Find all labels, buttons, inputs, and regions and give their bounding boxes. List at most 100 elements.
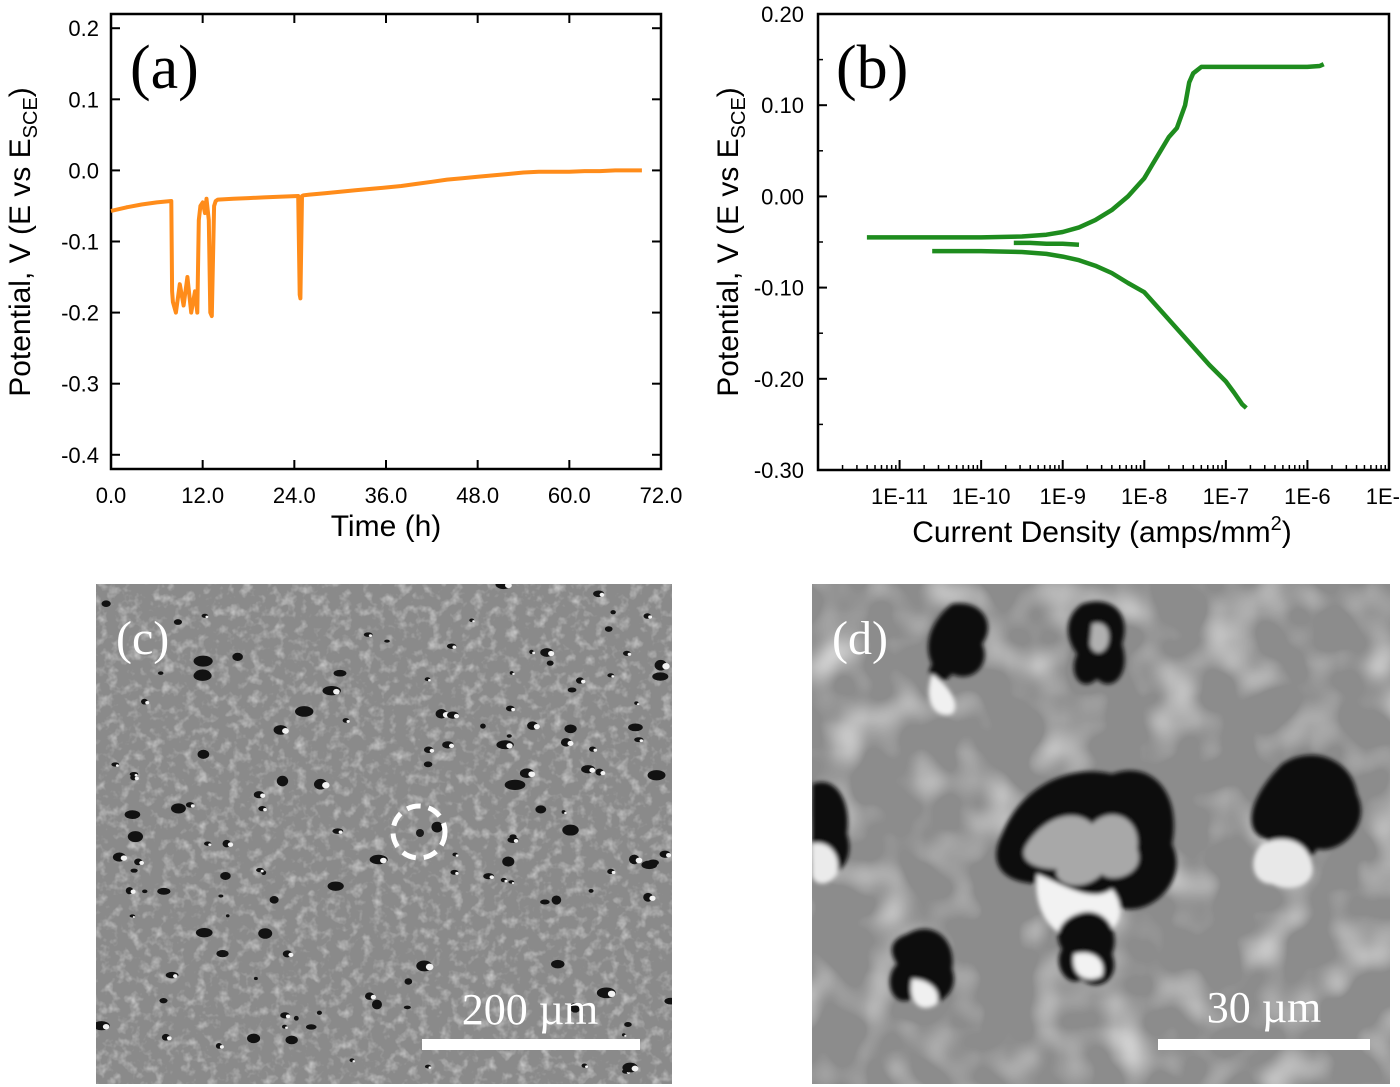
chart-a-xtick-label: 60.0 — [548, 483, 591, 508]
chart-b-ytick-label: -0.20 — [754, 367, 804, 392]
corrosion-pit-rim — [666, 853, 672, 858]
chart-a-xtick-label: 72.0 — [640, 483, 683, 508]
chart-b-xtick-label: 1E-8 — [1121, 484, 1167, 509]
corrosion-pit — [276, 775, 289, 787]
corrosion-pit-rim — [166, 1036, 172, 1041]
corrosion-pit-rim — [288, 952, 294, 957]
corrosion-pit — [316, 1010, 322, 1015]
chart-a-ytick-label: -0.4 — [61, 443, 99, 468]
corrosion-pit-rim — [589, 767, 596, 773]
chart-b-ytick-label: 0.10 — [761, 93, 804, 118]
corrosion-pit-rim — [130, 889, 136, 894]
corrosion-pit-rim — [504, 879, 508, 883]
corrosion-pit — [157, 671, 164, 675]
chart-a-ocp-line — [110, 168, 642, 319]
corrosion-pit-rim — [639, 739, 644, 743]
corrosion-pit-rim — [208, 843, 212, 846]
corrosion-pit — [624, 1022, 632, 1027]
chart-a-ytick-label: 0.1 — [68, 87, 99, 112]
corrosion-pit-rim — [120, 855, 128, 861]
chart-a-ylabel: Potential, V (E vs ESCE) — [4, 87, 42, 397]
chart-b-xtick-label: 1E-7 — [1203, 484, 1249, 509]
corrosion-pit-rim — [489, 875, 494, 880]
corrosion-pit-rim — [282, 728, 289, 734]
corrosion-pit-rim — [352, 1060, 356, 1063]
corrosion-pit — [506, 734, 512, 738]
chart-a-xtick-label: 0.0 — [96, 483, 127, 508]
corrosion-pit-rim — [532, 651, 536, 655]
corrosion-pit-rim — [333, 688, 340, 695]
corrosion-pit — [546, 660, 554, 666]
corrosion-pit-rim — [455, 854, 459, 857]
corrosion-pit-rim — [455, 871, 459, 875]
corrosion-pit-rim — [636, 703, 640, 706]
corrosion-pit — [540, 899, 550, 905]
highlighted-pit — [416, 829, 424, 837]
chart-b: 0.20 0.10 0.00 -0.10 -0.20 -0.30 1E-11 1E-10 1E… — [712, 2, 1400, 549]
corrosion-pit — [130, 868, 138, 873]
corrosion-pit-rim — [368, 634, 373, 638]
corrosion-pit-rim — [428, 1066, 432, 1069]
corrosion-pit — [569, 1002, 581, 1013]
corrosion-pit-rim — [624, 1034, 627, 1037]
corrosion-pit-rim — [662, 663, 670, 670]
corrosion-pit — [502, 856, 515, 867]
dendrite-pits — [812, 601, 1362, 1008]
corrosion-pit-rim — [263, 808, 267, 812]
scale-bar-c — [422, 1039, 640, 1050]
corrosion-pit-rim — [338, 830, 343, 834]
corrosion-pit — [195, 927, 213, 938]
chart-a-ytick-label: 0.0 — [68, 158, 99, 183]
corrosion-pit-rim — [115, 764, 119, 767]
corrosion-pit-rim — [631, 1065, 639, 1072]
corrosion-pit-rim — [648, 615, 653, 619]
corrosion-pit — [142, 889, 148, 894]
corrosion-pit-rim — [132, 916, 135, 918]
chart-b-xtick-label: 1E-5 — [1366, 484, 1400, 509]
corrosion-pit — [124, 810, 141, 820]
corrosion-pit-rim — [599, 592, 605, 597]
chart-a-xtick-label: 36.0 — [365, 483, 408, 508]
chart-a-xtick-label: 24.0 — [273, 483, 316, 508]
corrosion-pit — [194, 669, 211, 679]
corrosion-pit — [647, 859, 659, 866]
sem-image-low-mag: (c) 200 µm — [96, 584, 672, 1084]
chart-b-hysteresis-loop-line — [1013, 240, 1080, 247]
chart-b-ylabel: Potential, V (E vs ESCE) — [712, 87, 750, 397]
corrosion-pit — [384, 639, 390, 643]
corrosion-pit — [173, 619, 183, 625]
corrosion-pit — [480, 723, 486, 729]
corrosion-pit-rim — [102, 1023, 110, 1030]
corrosion-pit-rim — [260, 869, 264, 873]
corrosion-pit — [247, 1033, 261, 1044]
chart-b-xlabel: Current Density (amps/mm2) — [912, 513, 1292, 549]
corrosion-pit-rim — [600, 771, 606, 776]
corrosion-pit-rim — [370, 994, 376, 1000]
corrosion-pit — [564, 724, 577, 734]
corrosion-pit-rim — [134, 776, 139, 781]
corrosion-pit — [403, 1005, 411, 1010]
corrosion-pit — [232, 652, 243, 661]
corrosion-pit — [193, 655, 213, 667]
corrosion-pit-rim — [452, 645, 457, 649]
corrosion-pit-rim — [627, 652, 632, 656]
chart-b-xtick-label: 1E-6 — [1284, 484, 1330, 509]
corrosion-pit-rim — [533, 724, 540, 730]
corrosion-pit — [197, 749, 210, 759]
corrosion-pit — [127, 831, 144, 843]
corrosion-pit — [431, 821, 443, 833]
scale-bar-label-d: 30 µm — [1207, 983, 1322, 1032]
corrosion-pit-rim — [322, 782, 330, 789]
chart-b-ytick-label: -0.10 — [754, 276, 804, 301]
corrosion-pit — [562, 824, 579, 836]
chart-b-ytick-label: 0.00 — [761, 184, 804, 209]
chart-a-ytick-label: -0.3 — [61, 372, 99, 397]
sem-image-high-mag: (d) 30 µm — [812, 584, 1390, 1084]
corrosion-pit — [647, 770, 666, 781]
corrosion-pit-rim — [453, 713, 460, 719]
corrosion-pit-rim — [513, 839, 519, 843]
corrosion-pit-rim — [145, 700, 150, 705]
corrosion-pit-rim — [428, 679, 431, 682]
corrosion-pit-rim — [511, 707, 516, 712]
corrosion-pit — [159, 998, 168, 1004]
